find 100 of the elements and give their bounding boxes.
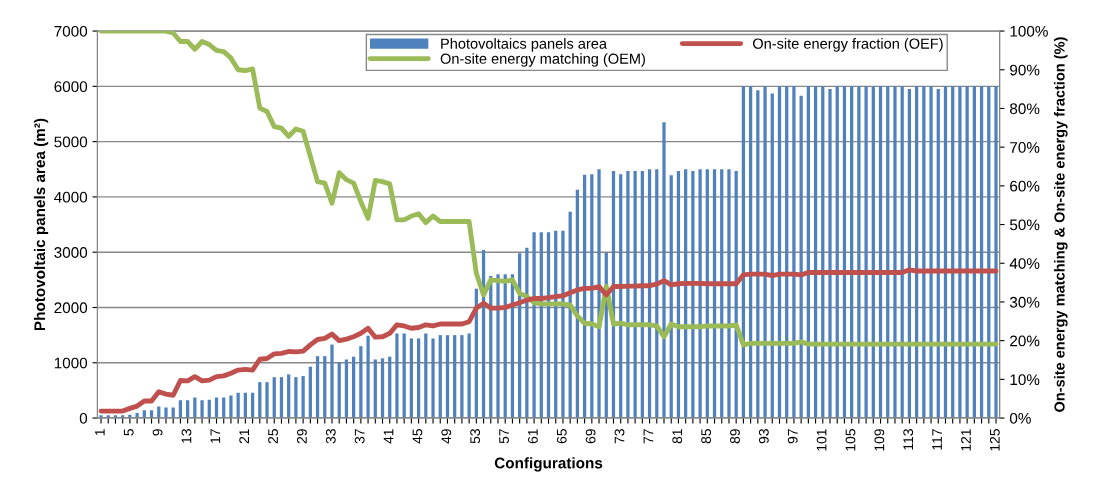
x-tick-label: 53 [470,429,481,444]
bar [308,366,312,419]
x-axis-title: Configurations [494,457,603,472]
x-tick-label: 93 [758,429,769,444]
x-tick-label: 41 [383,429,394,444]
x-tick-label: 73 [614,429,625,444]
bar [409,338,414,419]
bar [330,344,334,419]
x-tick-label: 113 [903,429,914,450]
x-tick-label: 49 [441,429,452,444]
y2-axis-title: On-site energy matching & On-site energy fraction (%) [1053,37,1068,412]
x-tick-label: 25 [268,429,278,444]
x-tick-label: 33 [325,429,336,444]
y2-tick-label: 100% [1010,25,1048,37]
x-tick-label: 21 [239,429,249,444]
y-tick-label: 0 [79,412,88,424]
x-tick-label: 57 [499,429,509,444]
bar [352,356,356,419]
legend-label: Photovoltaics panels area [441,38,608,52]
bar [424,333,428,419]
bar [965,86,969,419]
y-tick-label: 4000 [54,191,88,203]
bar [445,335,450,419]
bar [315,356,320,419]
bar [229,395,233,419]
bar [467,333,471,419]
bar [929,86,933,419]
x-tick-label: 85 [701,429,712,444]
bar [301,376,305,419]
bar [914,86,919,419]
bar [994,86,998,419]
bar [164,407,168,419]
y2-tick-label: 30% [1009,296,1040,308]
bar [416,338,421,419]
x-tick-label: 125 [989,429,1000,451]
bar [438,335,442,419]
x-tick-label: 101 [816,429,827,451]
y-tick-label: 3000 [54,247,88,258]
bar [828,89,832,419]
bar [265,382,269,419]
bar [279,377,284,419]
bar [272,377,276,419]
x-tick-label: 29 [297,429,307,444]
bar [864,86,868,419]
x-tick-label: 45 [412,429,423,444]
x-tick-label: 61 [527,429,538,444]
x-tick-label: 109 [874,429,885,451]
legend-label: On-site energy matching (OEM) [440,53,645,67]
bar [972,86,976,419]
y-tick-label: 2000 [54,302,88,314]
bar [936,89,940,419]
bar [893,86,897,419]
bar [460,335,464,419]
bar [943,86,948,419]
y-tick-label: 7000 [54,25,88,37]
x-tick-label: 37 [354,429,365,444]
x-tick-label: 17 [210,429,221,443]
bar [287,374,291,419]
line-series [98,267,999,414]
bar [200,400,204,419]
x-tick-label: 97 [787,429,798,444]
y2-tick-label: 80% [1010,103,1040,115]
bar [395,333,399,419]
x-tick-label: 13 [181,429,192,443]
bar [431,338,435,419]
bar [373,359,377,419]
bar [496,274,500,419]
bar [857,86,861,419]
x-tick-label: 121 [961,429,971,451]
bar [135,413,139,419]
bar [258,382,262,419]
y2-tick-label: 0% [1009,412,1031,424]
y-tick-label: 6000 [54,81,88,93]
x-tick-label: 81 [672,429,683,444]
y2-tick-label: 40% [1009,258,1040,269]
bar [388,356,392,419]
bar [294,377,298,419]
y2-tick-label: 60% [1010,180,1040,192]
bar [344,359,349,419]
bar [532,232,536,419]
bar [359,346,363,419]
x-tick-label: 77 [643,429,654,444]
y-axis-title: Photovoltaic panels area (m²) [33,118,49,331]
y2-tick-label: 90% [1010,64,1040,76]
x-tick-label: 69 [585,429,596,444]
y2-tick-label: 50% [1009,219,1040,231]
x-tick-label: 105 [845,429,856,451]
x-tick-label: 5 [123,429,134,436]
bar [662,122,666,419]
y2-tick-label: 70% [1010,142,1040,153]
bar [323,356,327,419]
x-tick-label: 65 [556,429,567,444]
x-tick-label: 1 [95,429,105,436]
bar [979,86,984,419]
bar [727,169,731,419]
y2-tick-label: 10% [1010,374,1040,386]
bar [453,335,457,419]
bar [951,86,955,419]
bar [626,170,630,419]
x-tick-label: 89 [730,429,740,444]
